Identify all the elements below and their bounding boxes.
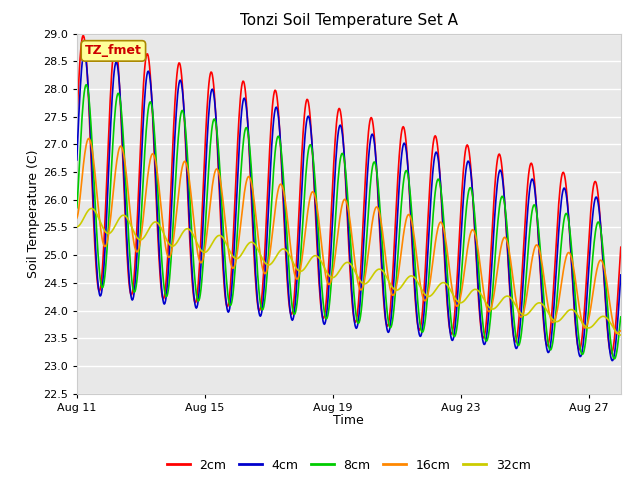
- 32cm: [136, 237, 143, 242]
- 16cm: [147, 154, 155, 160]
- 16cm: [490, 296, 497, 301]
- 4cm: [355, 311, 363, 316]
- 8cm: [184, 155, 191, 161]
- 4cm: [617, 272, 625, 278]
- 4cm: [136, 199, 143, 204]
- 16cm: [136, 243, 143, 249]
- 8cm: [147, 100, 155, 106]
- Title: Tonzi Soil Temperature Set A: Tonzi Soil Temperature Set A: [240, 13, 458, 28]
- 32cm: [401, 278, 409, 284]
- Y-axis label: Soil Temperature (C): Soil Temperature (C): [27, 149, 40, 278]
- 4cm: [184, 177, 191, 182]
- 4cm: [80, 50, 88, 56]
- 16cm: [355, 284, 363, 290]
- 2cm: [73, 120, 81, 126]
- 2cm: [184, 188, 191, 194]
- 8cm: [490, 280, 497, 286]
- 32cm: [617, 332, 625, 338]
- 32cm: [88, 205, 95, 211]
- 2cm: [490, 206, 497, 212]
- 4cm: [490, 236, 497, 242]
- 32cm: [490, 306, 497, 312]
- 32cm: [355, 276, 363, 282]
- 8cm: [355, 320, 363, 325]
- 16cm: [614, 331, 621, 336]
- 32cm: [147, 223, 155, 228]
- 32cm: [184, 226, 191, 231]
- 2cm: [401, 132, 409, 137]
- Line: 32cm: 32cm: [77, 208, 621, 335]
- 8cm: [136, 243, 143, 249]
- Line: 8cm: 8cm: [77, 84, 621, 359]
- 8cm: [617, 314, 625, 320]
- 16cm: [617, 328, 625, 334]
- 16cm: [85, 135, 93, 141]
- 16cm: [401, 221, 409, 227]
- 2cm: [617, 244, 625, 250]
- 4cm: [401, 142, 409, 148]
- Text: TZ_fmet: TZ_fmet: [85, 44, 142, 58]
- Line: 16cm: 16cm: [77, 138, 621, 334]
- 2cm: [136, 164, 143, 170]
- 2cm: [147, 81, 155, 87]
- 8cm: [401, 169, 409, 175]
- Line: 2cm: 2cm: [77, 36, 621, 354]
- 8cm: [83, 82, 90, 87]
- 2cm: [79, 33, 87, 38]
- 2cm: [607, 351, 615, 357]
- X-axis label: Time: Time: [333, 414, 364, 427]
- 8cm: [73, 205, 81, 211]
- 16cm: [184, 166, 191, 172]
- 2cm: [355, 291, 363, 297]
- Line: 4cm: 4cm: [77, 53, 621, 360]
- 32cm: [73, 224, 81, 230]
- 4cm: [608, 358, 616, 363]
- 16cm: [73, 215, 81, 221]
- Legend: 2cm, 4cm, 8cm, 16cm, 32cm: 2cm, 4cm, 8cm, 16cm, 32cm: [162, 454, 536, 477]
- 4cm: [73, 157, 81, 163]
- 4cm: [147, 84, 155, 89]
- 8cm: [611, 356, 618, 362]
